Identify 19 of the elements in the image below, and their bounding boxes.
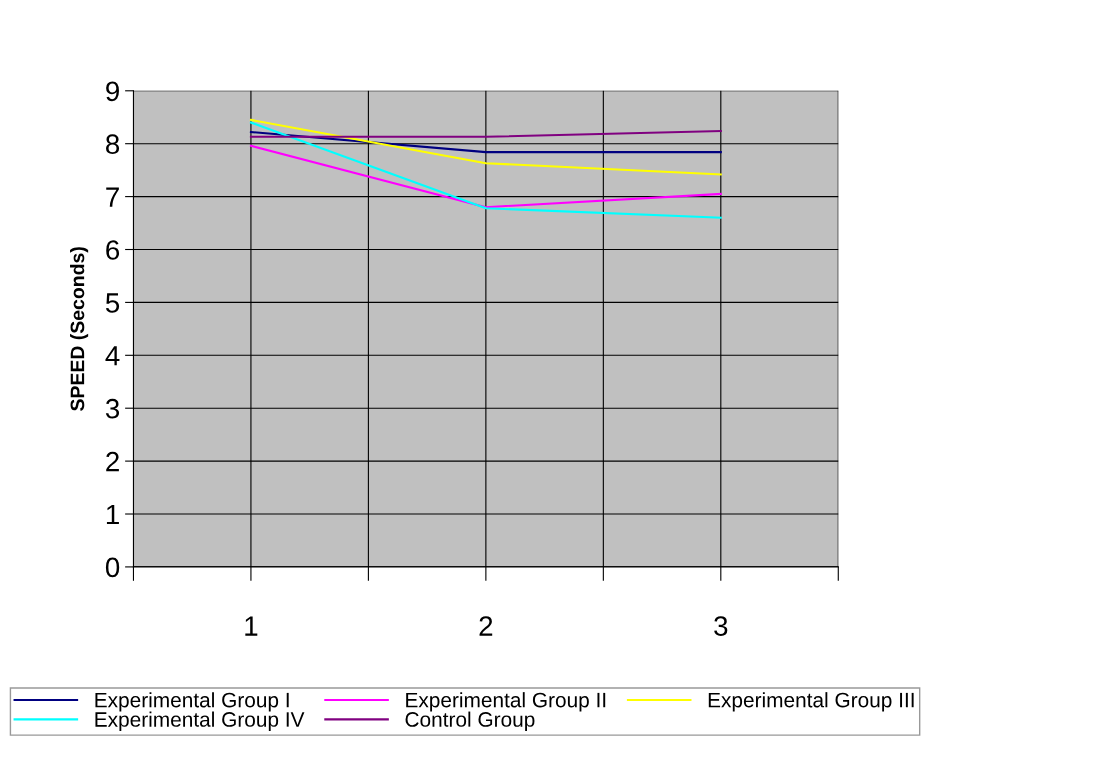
y-tick-label: 4 xyxy=(105,346,120,366)
y-tick-label: 3 xyxy=(105,398,120,419)
legend-label: Experimental Group II xyxy=(406,692,606,712)
legend-label: Experimental Group IV xyxy=(95,711,305,731)
x-tick-label: 1 xyxy=(245,616,258,636)
y-tick-label: 5 xyxy=(105,293,120,313)
legend-label: Experimental Group III xyxy=(708,692,914,712)
y-axis-title: SPEED (Seconds) xyxy=(70,247,89,411)
legend-label: Experimental Group I xyxy=(95,692,289,712)
y-tick-label: 7 xyxy=(106,187,119,207)
y-tick-label: 2 xyxy=(106,451,119,472)
y-tick-label: 1 xyxy=(106,504,119,525)
y-tick-label: 9 xyxy=(106,81,119,102)
y-tick-label: 6 xyxy=(106,240,120,260)
x-tick-label: 2 xyxy=(479,616,493,636)
y-tick-label: 0 xyxy=(105,557,120,578)
legend-label: Control Group xyxy=(405,711,535,731)
x-tick-label: 3 xyxy=(714,616,728,636)
y-tick-label: 8 xyxy=(106,134,120,155)
